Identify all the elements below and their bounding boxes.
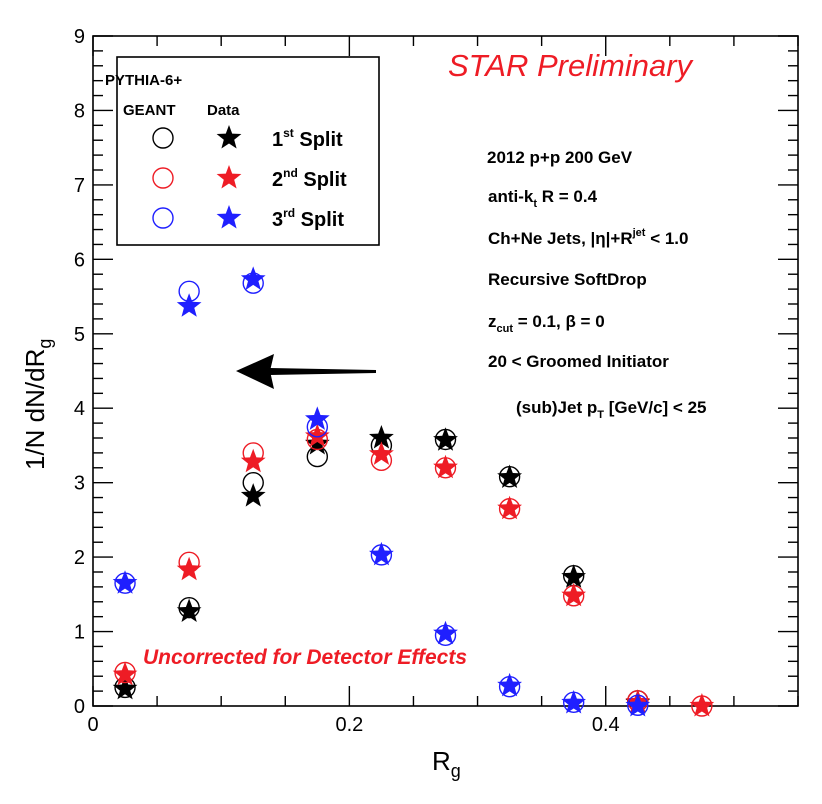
point-star	[433, 427, 458, 451]
point-star	[176, 293, 202, 317]
point-star	[240, 448, 266, 473]
x-tick-label: 0.2	[335, 714, 363, 736]
point-star	[689, 693, 715, 717]
plot-frame	[92, 35, 799, 707]
y-tick-label: 8	[74, 100, 85, 122]
legend-star-marker	[216, 165, 242, 189]
info-energy: 2012 p+p 200 GeV	[487, 148, 633, 167]
legend-header-geant: GEANT	[123, 102, 176, 119]
x-axis-label: Rg	[432, 746, 461, 781]
y-tick-label: 1	[74, 622, 85, 644]
arrow-head	[236, 354, 274, 389]
point-star	[369, 541, 394, 566]
point-star	[561, 564, 586, 588]
y-tick-labels: 0 1 2 3 4 5 6 7 8 9	[74, 26, 85, 718]
legend-label: 3rd Split	[272, 206, 344, 231]
y-tick-label: 9	[74, 26, 85, 48]
point-star	[305, 423, 330, 447]
legend-circle-marker	[152, 207, 174, 229]
legend-header-data: Data	[207, 102, 240, 119]
legend-star-marker	[216, 205, 242, 229]
legend-label: 1st Split	[272, 126, 343, 151]
arrow-shaft	[270, 368, 376, 375]
point-star	[369, 425, 394, 449]
y-tick-label: 5	[74, 324, 85, 346]
point-star	[176, 598, 202, 622]
legend-circle-marker	[152, 127, 174, 149]
legend-star-marker	[216, 125, 242, 149]
x-tick-label: 0.4	[592, 714, 620, 736]
legend-header-pythia: PYTHIA-6+	[105, 72, 182, 89]
point-star	[497, 495, 522, 520]
x-axis-label-sub: g	[451, 761, 461, 781]
point-star	[497, 464, 522, 488]
y-tick-label: 4	[74, 398, 85, 420]
x-tick-label: 0	[87, 714, 98, 736]
star-preliminary-watermark: STAR Preliminary	[448, 48, 695, 83]
axis-ticks	[92, 35, 799, 707]
y-axis-label-sub: g	[35, 339, 55, 349]
point-star	[240, 483, 266, 507]
point-star	[625, 693, 651, 717]
info-panel: 2012 p+p 200 GeV anti-kt R = 0.4 Ch+Ne J…	[487, 148, 707, 421]
info-algorithm: anti-kt R = 0.4	[488, 187, 598, 210]
point-star	[240, 266, 266, 290]
info-method: Recursive SoftDrop	[488, 270, 647, 289]
point-star	[112, 675, 138, 700]
data-points	[112, 266, 715, 717]
legend-circle-marker	[152, 167, 174, 189]
info-range-line2: (sub)Jet pT [GeV/c] < 25	[516, 398, 707, 421]
point-star	[561, 690, 586, 714]
point-star	[305, 431, 330, 455]
x-tick-labels: 0 0.2 0.4	[87, 714, 619, 736]
info-zcut: zcut = 0.1, β = 0	[488, 312, 605, 335]
point-star	[369, 441, 394, 465]
uncorrected-note: Uncorrected for Detector Effects	[143, 646, 467, 669]
info-range-line1: 20 < Groomed Initiator	[488, 352, 669, 371]
point-star	[176, 556, 202, 581]
point-star	[433, 620, 458, 645]
legend-entries: 1st Split 2nd Split 3rd Split	[152, 125, 347, 231]
y-tick-label: 6	[74, 249, 85, 271]
y-tick-label: 0	[74, 696, 85, 718]
y-tick-label: 7	[74, 175, 85, 197]
point-star	[305, 406, 330, 430]
point-star	[112, 661, 138, 686]
point-star	[561, 582, 586, 607]
point-star	[433, 454, 458, 479]
point-star	[497, 672, 522, 697]
legend-box	[116, 56, 380, 246]
arrow-annotation	[236, 354, 376, 389]
y-axis-label: 1/N dN/dRg	[20, 339, 55, 470]
legend-label: 2nd Split	[272, 166, 347, 191]
y-tick-label: 2	[74, 547, 85, 569]
y-tick-label: 3	[74, 473, 85, 495]
info-jets: Ch+Ne Jets, |η|+Rjet < 1.0	[488, 227, 688, 248]
point-star	[112, 570, 138, 594]
